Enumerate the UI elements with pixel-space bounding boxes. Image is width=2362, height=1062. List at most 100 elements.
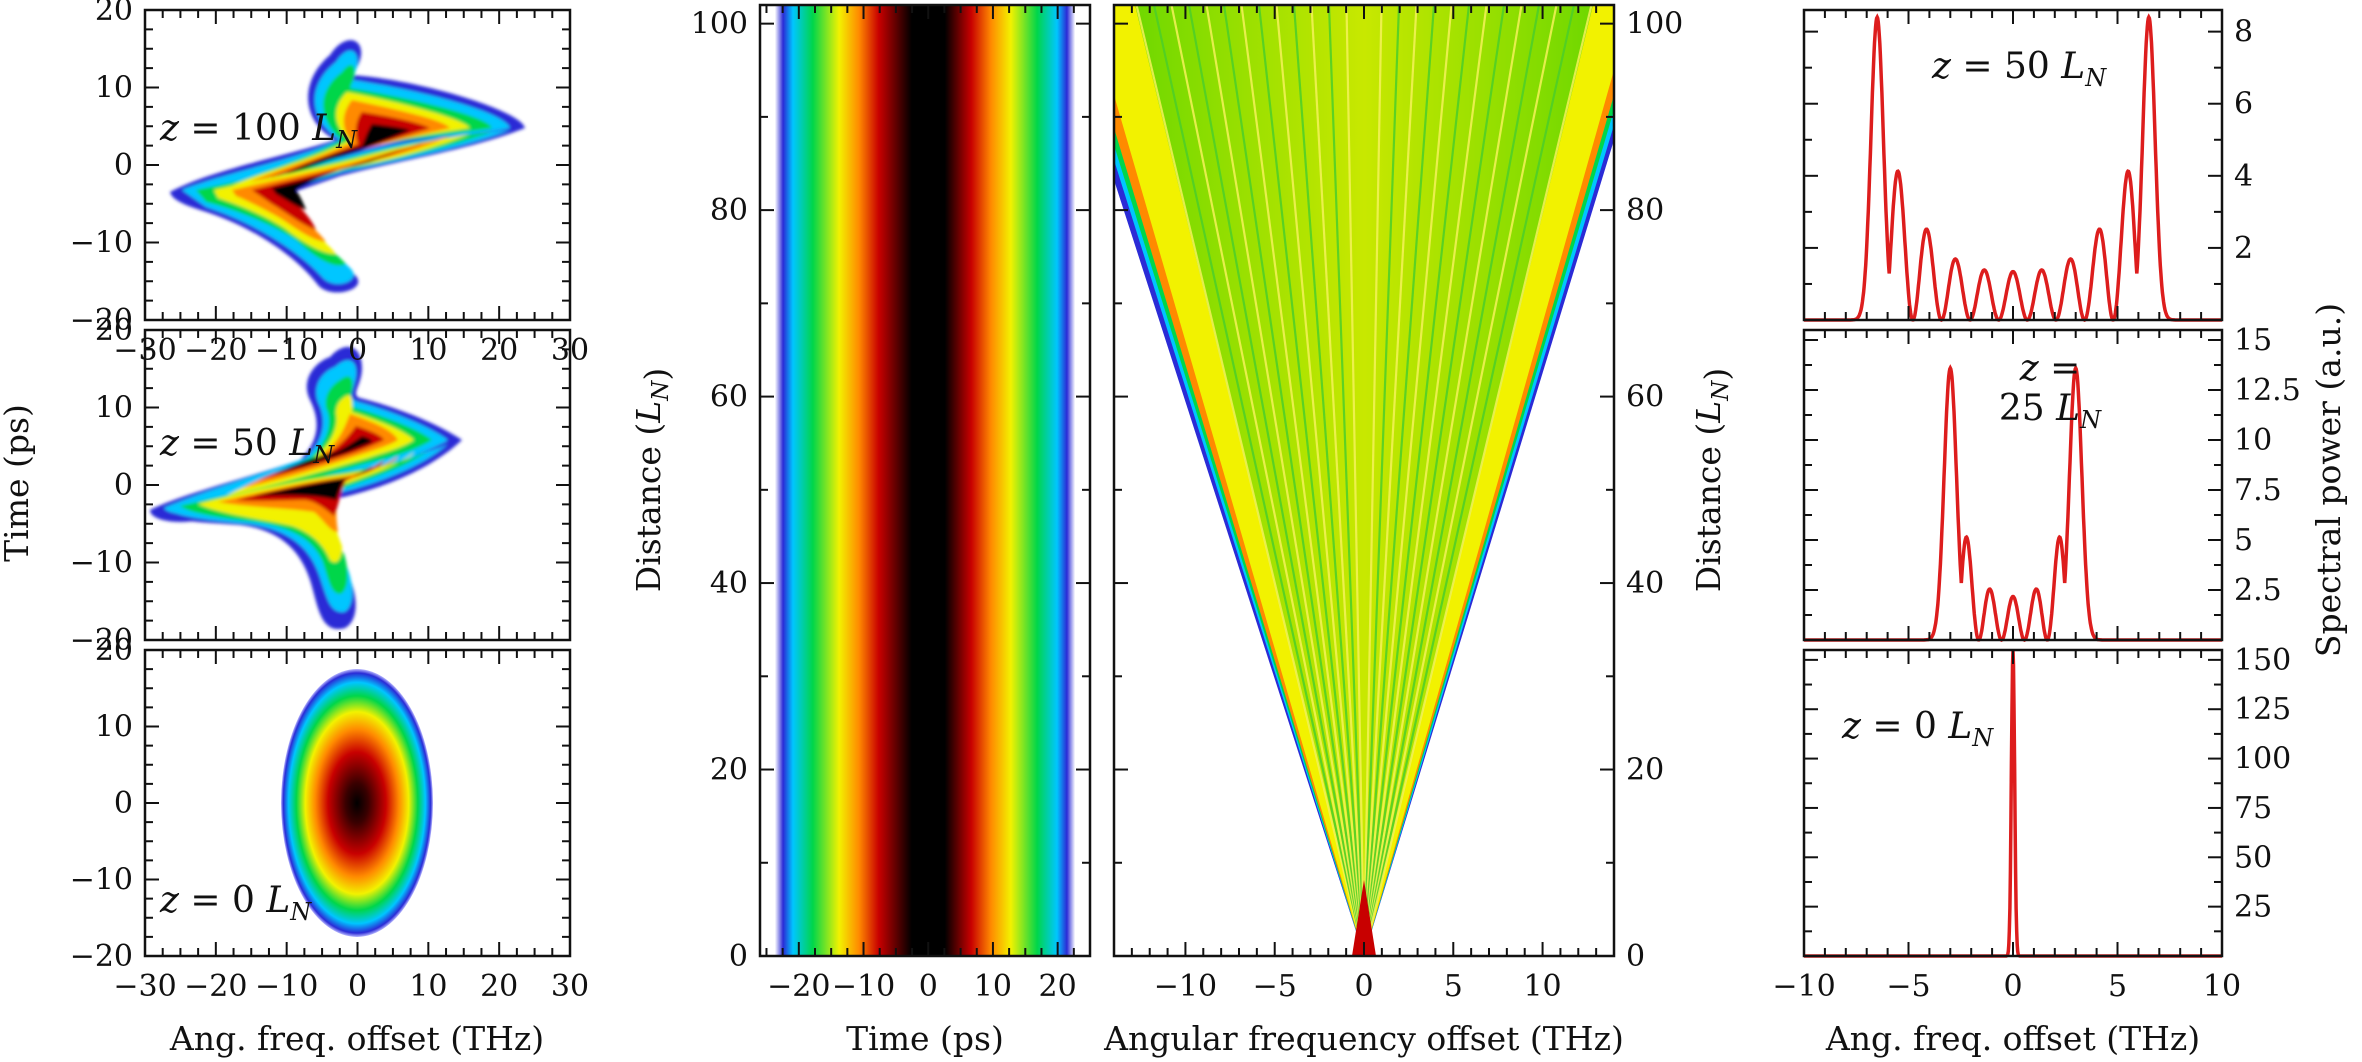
y-tick-label: 20 xyxy=(95,313,133,348)
spectral-fringe-line xyxy=(1362,5,1541,956)
x-tick-label: −20 xyxy=(767,969,830,1004)
spectral-fringe-line xyxy=(1152,5,1366,956)
x-tick-label: −10 xyxy=(1154,969,1217,1004)
y-tick-label: 10 xyxy=(2234,423,2272,458)
spectrum-line-spectrum_z50 xyxy=(1804,13,2222,322)
x-tick-label: −30 xyxy=(113,969,176,1004)
spectral-fringe-line xyxy=(1362,5,1453,956)
spectral-fringe-line xyxy=(1362,5,1506,956)
y-tick-label: 150 xyxy=(2234,643,2291,678)
wigner-panel-z0 xyxy=(281,669,433,937)
frame-temporal_evolution xyxy=(758,3,1092,958)
spectral-fringe-line xyxy=(1362,5,1383,956)
y-tick-label: 12.5 xyxy=(2234,373,2301,408)
annotation-spec-z25-line2: 25 LN xyxy=(1999,388,2102,434)
spectral-fringe-line xyxy=(1170,5,1366,956)
y-tick-label: 100 xyxy=(691,7,748,42)
spectral-fringe-line xyxy=(1345,5,1366,956)
spectral-fringe-line xyxy=(1362,5,1593,956)
spectral-fringe-line xyxy=(1327,5,1366,956)
x-tick-label: 10 xyxy=(974,969,1012,1004)
spectral-fringe-line xyxy=(1362,5,1401,956)
y-tick-label: 4 xyxy=(2234,159,2253,194)
x-tick-label: 0 xyxy=(2003,969,2022,1004)
y-tick-label: 60 xyxy=(1626,380,1664,415)
annotation-z50: z = 50 LN xyxy=(159,423,335,469)
x-tick-label: −10 xyxy=(1772,969,1835,1004)
x-tick-label: 10 xyxy=(2203,969,2241,1004)
spectral-fringe-line xyxy=(1310,5,1366,956)
x-tick-label: 0 xyxy=(919,969,938,1004)
y-tick-label: 40 xyxy=(710,566,748,601)
y-tick-label: 40 xyxy=(1626,566,1664,601)
y-tick-label: 0 xyxy=(1626,939,1645,974)
x-axis-label-spectral: Angular frequency offset (THz) xyxy=(1103,1019,1624,1058)
x-axis-label-wigner: Ang. freq. offset (THz) xyxy=(169,1019,544,1058)
y-tick-label: 80 xyxy=(710,193,748,228)
spectral-fringe-line xyxy=(1292,5,1366,956)
y-tick-label: 50 xyxy=(2234,840,2272,875)
x-tick-label: 5 xyxy=(2108,969,2127,1004)
x-tick-label: −10 xyxy=(255,969,318,1004)
y-tick-label: 100 xyxy=(1626,7,1683,42)
x-tick-label: −10 xyxy=(832,969,895,1004)
spectral-fringe-line xyxy=(1362,5,1471,956)
y-axis-label-spectral-power: Spectral power (a.u.) xyxy=(2309,303,2348,657)
y-tick-label: 10 xyxy=(95,710,133,745)
frame-spectrum_z25 xyxy=(1802,328,2224,642)
y-tick-label: 0 xyxy=(114,786,133,821)
x-tick-label: 0 xyxy=(348,969,367,1004)
spectral-fringe-line xyxy=(1362,5,1436,956)
y-tick-label: 10 xyxy=(95,71,133,106)
spectral-fringe-line xyxy=(1222,5,1366,956)
x-tick-label: 20 xyxy=(1039,969,1077,1004)
y-tick-label: 25 xyxy=(2234,890,2272,925)
annotation-spec-z25-line1: z = xyxy=(2019,348,2081,389)
temporal-evolution-map xyxy=(760,5,1090,956)
x-axis-label-time: Time (ps) xyxy=(846,1019,1004,1058)
y-tick-label: −20 xyxy=(70,303,133,338)
spectral-cone-inner xyxy=(1135,5,1593,956)
x-tick-label: 20 xyxy=(480,969,518,1004)
x-tick-label: 5 xyxy=(1444,969,1463,1004)
y-tick-label: −10 xyxy=(70,863,133,898)
spectrum-lines xyxy=(1804,13,2222,958)
spectral-fringes xyxy=(1135,5,1593,956)
annotation-spec-z0: z = 0 LN xyxy=(1841,706,1994,752)
spectral-fringe-line xyxy=(1362,5,1576,956)
x-tick-label: −20 xyxy=(184,969,247,1004)
wigner-panel-z50 xyxy=(150,346,462,630)
y-axis-label-time: Time (ps) xyxy=(0,404,36,562)
y-axis-label-distance-right: Distance (LN) xyxy=(1689,368,1736,592)
y-tick-label: 0 xyxy=(114,148,133,183)
spectral-fringe-line xyxy=(1135,5,1366,956)
y-axis-label-distance-left: Distance (LN) xyxy=(629,368,676,592)
y-tick-label: −20 xyxy=(70,939,133,974)
wigner-ellipse-z0 xyxy=(281,669,433,937)
y-tick-label: 15 xyxy=(2234,323,2272,358)
spectral-fringe-line xyxy=(1362,5,1523,956)
x-tick-label: −5 xyxy=(1886,969,1930,1004)
x-tick-label: 10 xyxy=(1523,969,1561,1004)
annotation-z0: z = 0 LN xyxy=(159,880,312,926)
y-tick-label: −20 xyxy=(70,623,133,658)
x-tick-label: −5 xyxy=(1253,969,1297,1004)
y-tick-label: 5 xyxy=(2234,523,2253,558)
y-tick-label: 20 xyxy=(710,753,748,788)
spectral-fringe-line xyxy=(1362,5,1488,956)
x-tick-label: 10 xyxy=(409,969,447,1004)
spectral-core xyxy=(1352,880,1376,956)
y-tick-label: 2.5 xyxy=(2234,573,2282,608)
y-tick-label: 75 xyxy=(2234,791,2272,826)
y-tick-label: 0 xyxy=(729,939,748,974)
y-tick-label: 8 xyxy=(2234,15,2253,50)
x-tick-label: 0 xyxy=(348,333,367,368)
y-tick-label: 80 xyxy=(1626,193,1664,228)
spectral-fringe-line xyxy=(1275,5,1366,956)
y-tick-label: 125 xyxy=(2234,692,2291,727)
spectral-fringe-line xyxy=(1205,5,1366,956)
spectrum-line-spectrum_z0 xyxy=(1804,649,2222,958)
annotation-z100: z = 100 LN xyxy=(159,108,358,154)
